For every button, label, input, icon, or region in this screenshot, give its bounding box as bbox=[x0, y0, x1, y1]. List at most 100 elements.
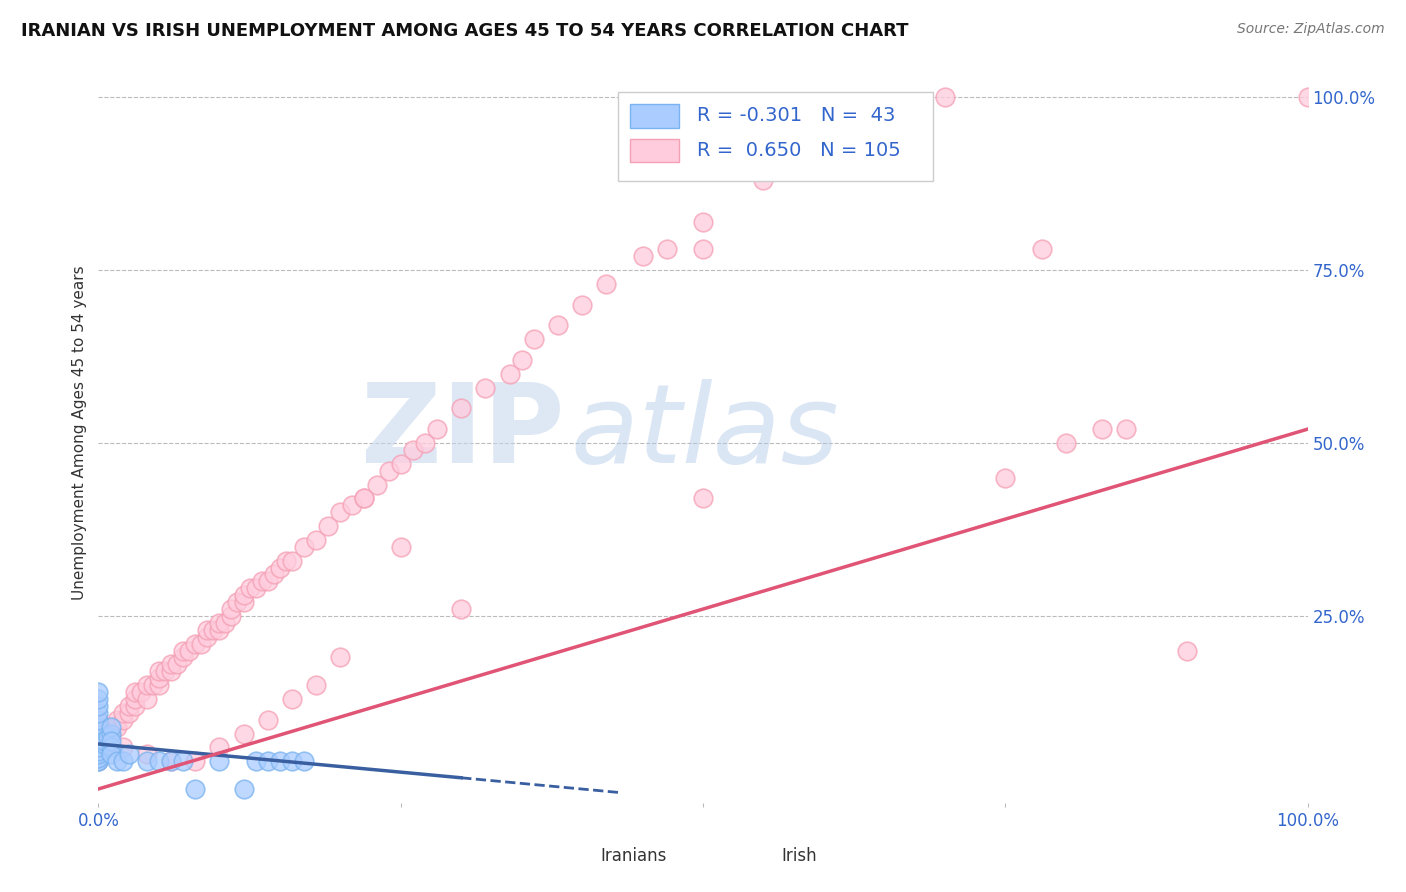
Point bbox=[523, 332, 546, 346]
Point bbox=[329, 505, 352, 519]
Point bbox=[118, 706, 141, 720]
Text: Irish: Irish bbox=[782, 847, 817, 865]
Point bbox=[87, 747, 110, 762]
Point bbox=[208, 615, 231, 630]
Point bbox=[292, 754, 315, 768]
Text: atlas: atlas bbox=[569, 379, 838, 486]
Text: R =  0.650   N = 105: R = 0.650 N = 105 bbox=[697, 141, 901, 160]
Point bbox=[1115, 422, 1137, 436]
Point bbox=[118, 698, 141, 713]
Point bbox=[87, 692, 110, 706]
Point bbox=[510, 353, 533, 368]
Point bbox=[232, 726, 254, 740]
Point bbox=[692, 242, 714, 256]
FancyBboxPatch shape bbox=[546, 844, 595, 868]
Point bbox=[655, 242, 678, 256]
Point bbox=[413, 436, 436, 450]
Point bbox=[87, 754, 110, 768]
Point bbox=[208, 754, 231, 768]
Point bbox=[366, 477, 388, 491]
Point bbox=[111, 740, 134, 755]
Point bbox=[153, 665, 176, 679]
Point bbox=[305, 678, 328, 692]
Point bbox=[148, 678, 170, 692]
Point bbox=[281, 554, 304, 568]
Point bbox=[118, 747, 141, 762]
Point bbox=[100, 733, 122, 747]
Point bbox=[245, 582, 267, 596]
Point bbox=[250, 574, 273, 589]
Point bbox=[342, 498, 364, 512]
Point bbox=[135, 754, 157, 768]
Point bbox=[184, 637, 207, 651]
Point bbox=[274, 554, 297, 568]
Point bbox=[105, 754, 128, 768]
Point bbox=[195, 623, 218, 637]
Point bbox=[195, 630, 218, 644]
Point bbox=[208, 623, 231, 637]
Point bbox=[87, 685, 110, 699]
Point bbox=[100, 726, 122, 740]
Point bbox=[111, 706, 134, 720]
Point bbox=[214, 615, 236, 630]
Point bbox=[498, 367, 520, 381]
Point bbox=[813, 145, 835, 160]
Text: R = -0.301   N =  43: R = -0.301 N = 43 bbox=[697, 106, 896, 125]
Point bbox=[142, 678, 165, 692]
Point bbox=[87, 744, 110, 758]
Point bbox=[692, 214, 714, 228]
Point bbox=[377, 464, 399, 478]
Point bbox=[160, 754, 183, 768]
Point bbox=[87, 737, 110, 751]
Point bbox=[1054, 436, 1077, 450]
Point bbox=[281, 692, 304, 706]
Point bbox=[100, 747, 122, 762]
Point bbox=[305, 533, 328, 547]
Point bbox=[124, 698, 146, 713]
Point bbox=[87, 744, 110, 758]
Point bbox=[124, 685, 146, 699]
Point bbox=[389, 540, 412, 554]
Point bbox=[135, 692, 157, 706]
Point bbox=[87, 751, 110, 765]
Point bbox=[135, 678, 157, 692]
Point bbox=[232, 595, 254, 609]
Point bbox=[87, 706, 110, 720]
Point bbox=[934, 90, 956, 104]
FancyBboxPatch shape bbox=[727, 844, 776, 868]
Point bbox=[87, 720, 110, 734]
Point bbox=[129, 685, 152, 699]
Point bbox=[100, 740, 122, 755]
Point bbox=[1296, 90, 1319, 104]
Point bbox=[87, 713, 110, 727]
Point bbox=[256, 754, 278, 768]
Point bbox=[226, 595, 249, 609]
Point bbox=[994, 470, 1017, 484]
Point bbox=[595, 277, 617, 291]
Point bbox=[87, 754, 110, 768]
Point bbox=[353, 491, 375, 506]
Point bbox=[93, 737, 115, 751]
Point bbox=[87, 720, 110, 734]
Point bbox=[269, 754, 291, 768]
Point bbox=[232, 781, 254, 796]
Point bbox=[87, 726, 110, 740]
Point bbox=[547, 318, 569, 333]
Point bbox=[105, 720, 128, 734]
Point bbox=[148, 665, 170, 679]
Point bbox=[87, 747, 110, 762]
Point bbox=[148, 754, 170, 768]
Point bbox=[202, 623, 225, 637]
Point bbox=[87, 747, 110, 762]
Point bbox=[148, 671, 170, 685]
Point bbox=[87, 733, 110, 747]
Point bbox=[87, 733, 110, 747]
Point bbox=[93, 740, 115, 755]
Point bbox=[631, 249, 654, 263]
Point bbox=[474, 381, 496, 395]
Point bbox=[256, 574, 278, 589]
Point bbox=[1031, 242, 1053, 256]
Point bbox=[87, 740, 110, 755]
Point bbox=[232, 588, 254, 602]
Point bbox=[190, 637, 212, 651]
